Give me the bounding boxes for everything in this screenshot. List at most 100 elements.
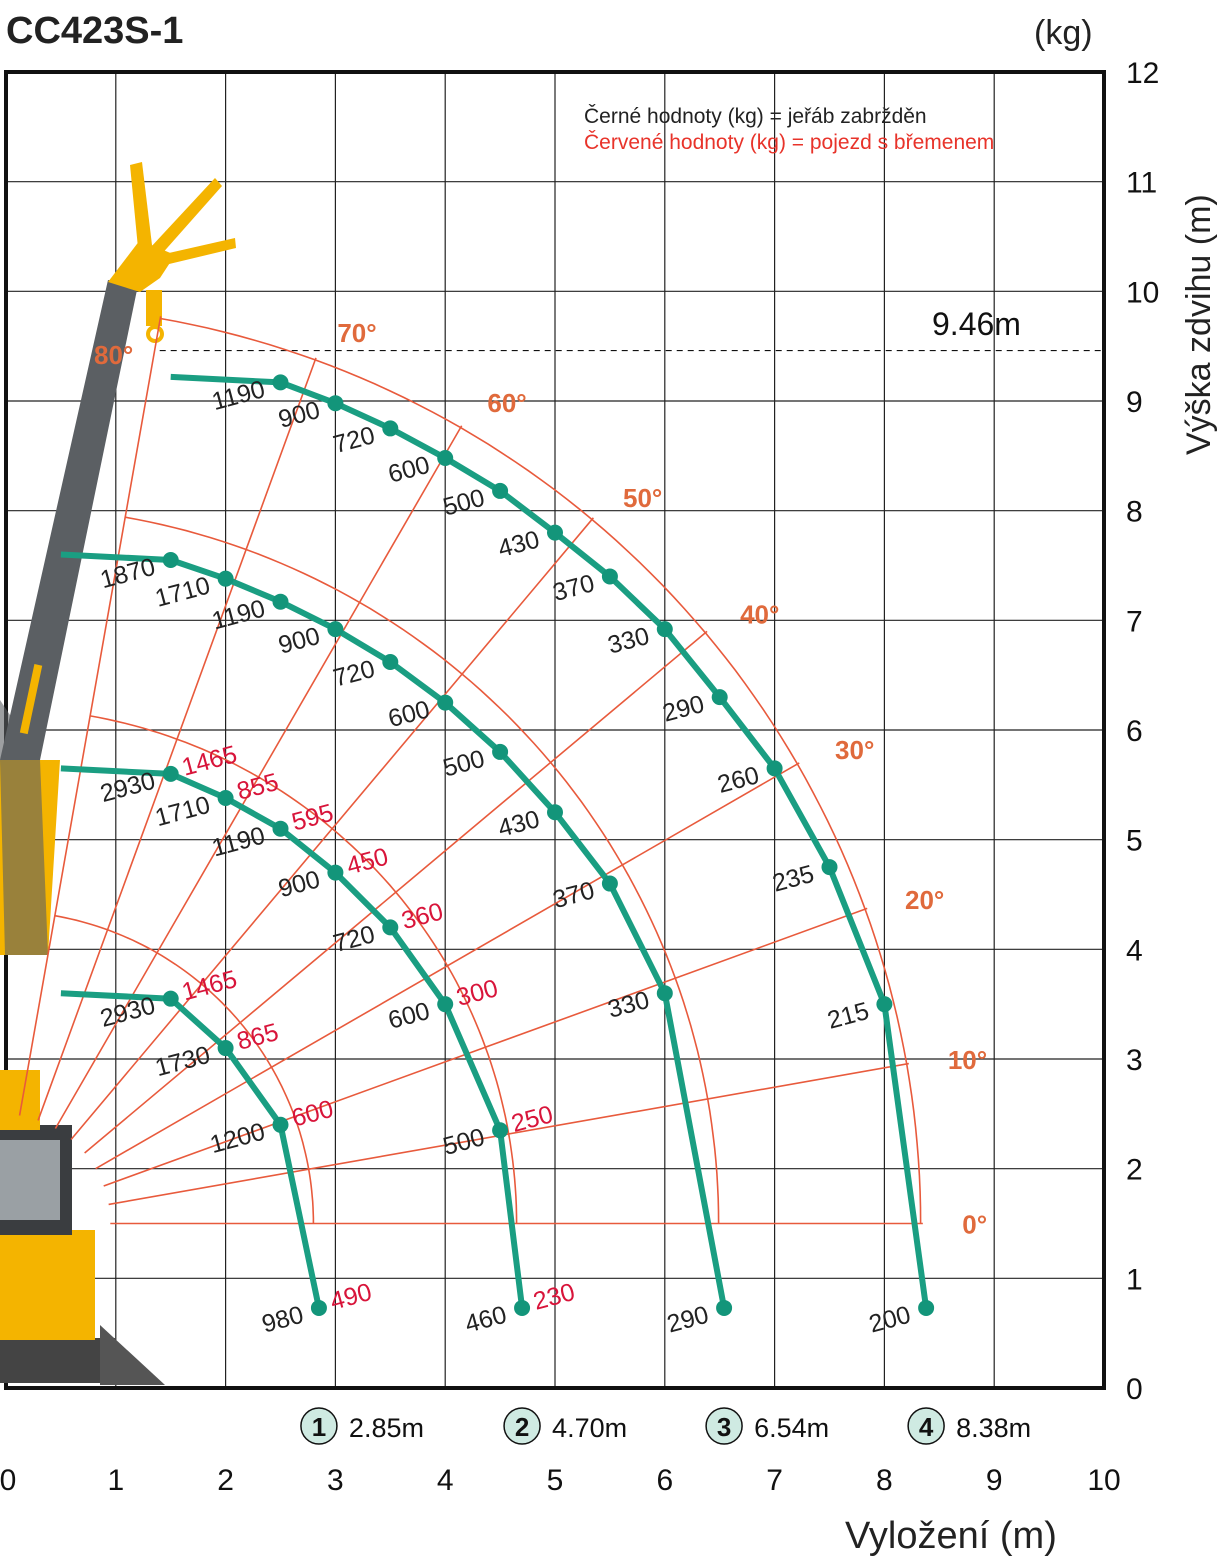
load-value-black: 720 [330,421,378,459]
load-point [217,570,234,587]
load-value-black: 600 [385,997,433,1035]
boom-band-1 [19,664,43,735]
crane-cab-window [0,1140,60,1220]
load-value-black: 1200 [207,1118,268,1159]
crane-jib-arm-3 [160,238,236,265]
load-value-red: 1465 [179,965,240,1006]
load-point [382,420,399,437]
legend-black-entry: Černé hodnoty (kg) = jeřáb zabržděn [584,105,927,128]
load-value-black: 330 [605,986,653,1024]
load-curve-3 [60,551,728,1309]
angle-label: 50° [623,483,662,513]
y-tick-label: 2 [1126,1154,1143,1187]
y-tick-label: 8 [1126,496,1143,529]
load-value-black: 1190 [209,821,268,862]
boom-badge [907,1407,945,1445]
load-point [327,621,344,638]
angle-label: 60° [487,388,526,418]
load-value-red: 450 [344,843,392,881]
crane-jib-arm-1 [130,162,152,248]
load-value-black: 370 [550,569,598,607]
load-point [382,654,399,671]
y-tick-label: 6 [1126,715,1143,748]
boom-radius-label: 8.38m [956,1413,1031,1443]
load-value-black: 720 [330,655,378,693]
load-point [272,820,289,837]
load-point [716,1299,733,1316]
load-point [656,985,673,1002]
load-point [162,990,179,1007]
x-tick-label: 5 [547,1464,564,1497]
angle-ray [18,316,162,1116]
load-value-red: 230 [530,1278,578,1316]
load-point [327,395,344,412]
load-point [601,568,618,585]
angle-ray [84,630,708,1154]
grid [4,70,1106,1390]
boom-badge [503,1407,541,1445]
y-tick-label: 7 [1126,605,1143,638]
boom-badge-number: 2 [515,1412,529,1442]
load-point [437,694,454,711]
crane-body [0,1230,95,1340]
load-value-red: 595 [289,799,337,837]
boom-badge-number: 1 [312,1412,326,1442]
y-tick-label: 3 [1126,1044,1143,1077]
load-point [492,743,509,760]
angle-label: 70° [337,318,376,348]
load-value-black: 290 [664,1301,712,1339]
crane-turret [0,1070,40,1130]
y-tick-label: 10 [1126,276,1159,309]
boom-radius-label: 4.70m [552,1413,627,1443]
load-point [162,765,179,782]
legend-red-entry: Červené hodnoty (kg) = pojezd s břemenem [584,131,995,154]
load-value-black: 430 [495,525,543,563]
load-value-black: 430 [495,805,543,843]
load-point [918,1299,935,1316]
load-value-black: 900 [275,865,323,903]
boom-badge-number: 4 [919,1412,934,1442]
load-value-black: 500 [440,484,488,522]
load-value-black: 1730 [152,1041,213,1082]
load-point [766,760,783,777]
x-tick-label: 7 [766,1464,783,1497]
load-value-black: 900 [275,396,323,434]
load-value-black: 1710 [152,791,213,832]
load-point [382,919,399,936]
load-point [217,1040,234,1057]
x-tick-label: 9 [986,1464,1003,1497]
load-value-red: 600 [289,1095,337,1133]
angle-ray [54,425,463,1129]
crane-hook [146,325,164,343]
load-value-black: 600 [385,695,433,733]
boom-badge [705,1407,743,1445]
legend: Černé hodnoty (kg) = jeřáb zabržděn Červ… [584,104,994,156]
x-tick-label: 10 [1087,1464,1120,1497]
angle-ray [108,1062,909,1206]
crane-blade [100,1325,165,1385]
load-value-black: 290 [660,690,708,728]
load-point [711,689,728,706]
y-tick-label: 0 [1126,1373,1143,1406]
load-value-black: 500 [440,745,488,783]
load-value-black: 330 [605,622,653,660]
x-tick-label: 4 [437,1464,454,1497]
load-point [162,552,179,569]
angle-label: 30° [835,735,874,765]
load-point [656,621,673,638]
boom-badge-number: 3 [717,1412,731,1442]
angle-label: 20° [905,885,944,915]
angle-ray [103,907,868,1187]
load-point [217,789,234,806]
boom-badge [300,1407,338,1445]
unit-label: (kg) [1034,14,1093,52]
load-value-black: 370 [550,876,598,914]
crane-boom-upper [0,280,138,760]
crane-jib-arm-2 [150,178,222,256]
load-point [547,804,563,821]
x-tick-label: 3 [327,1464,344,1497]
load-value-black: 215 [824,997,872,1035]
boom-radius-label: 2.85m [349,1413,424,1443]
